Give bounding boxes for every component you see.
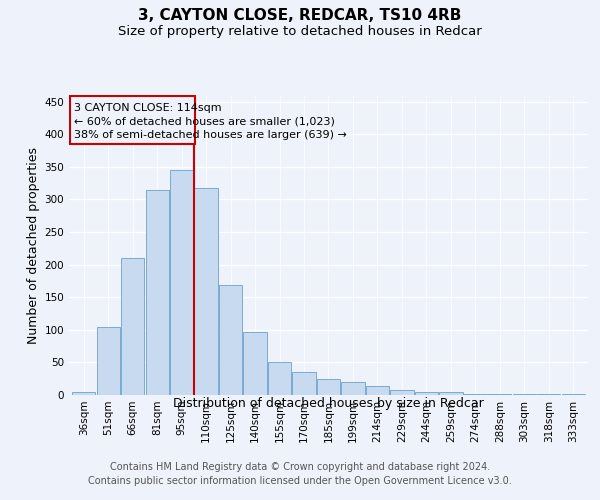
Bar — [513, 394, 536, 395]
Text: Contains public sector information licensed under the Open Government Licence v3: Contains public sector information licen… — [88, 476, 512, 486]
Bar — [121, 258, 144, 395]
Bar — [244, 332, 266, 395]
Bar — [415, 392, 438, 395]
Bar — [439, 392, 463, 395]
Bar — [72, 392, 95, 395]
Bar — [562, 394, 585, 395]
Text: Distribution of detached houses by size in Redcar: Distribution of detached houses by size … — [173, 398, 484, 410]
Bar — [219, 286, 242, 395]
Bar — [341, 382, 365, 395]
Bar — [464, 394, 487, 395]
Y-axis label: Number of detached properties: Number of detached properties — [27, 146, 40, 344]
Text: ← 60% of detached houses are smaller (1,023): ← 60% of detached houses are smaller (1,… — [74, 116, 335, 126]
Bar — [146, 190, 169, 395]
Bar — [317, 378, 340, 395]
Bar — [537, 394, 560, 395]
Bar — [488, 394, 511, 395]
Bar — [366, 386, 389, 395]
FancyBboxPatch shape — [70, 96, 195, 144]
Text: Size of property relative to detached houses in Redcar: Size of property relative to detached ho… — [118, 25, 482, 38]
Text: 3 CAYTON CLOSE: 114sqm: 3 CAYTON CLOSE: 114sqm — [74, 103, 221, 113]
Bar — [97, 326, 120, 395]
Text: Contains HM Land Registry data © Crown copyright and database right 2024.: Contains HM Land Registry data © Crown c… — [110, 462, 490, 472]
Text: 3, CAYTON CLOSE, REDCAR, TS10 4RB: 3, CAYTON CLOSE, REDCAR, TS10 4RB — [139, 8, 461, 22]
Text: 38% of semi-detached houses are larger (639) →: 38% of semi-detached houses are larger (… — [74, 130, 347, 140]
Bar — [170, 170, 193, 395]
Bar — [268, 362, 291, 395]
Bar — [194, 188, 218, 395]
Bar — [391, 390, 413, 395]
Bar — [292, 372, 316, 395]
